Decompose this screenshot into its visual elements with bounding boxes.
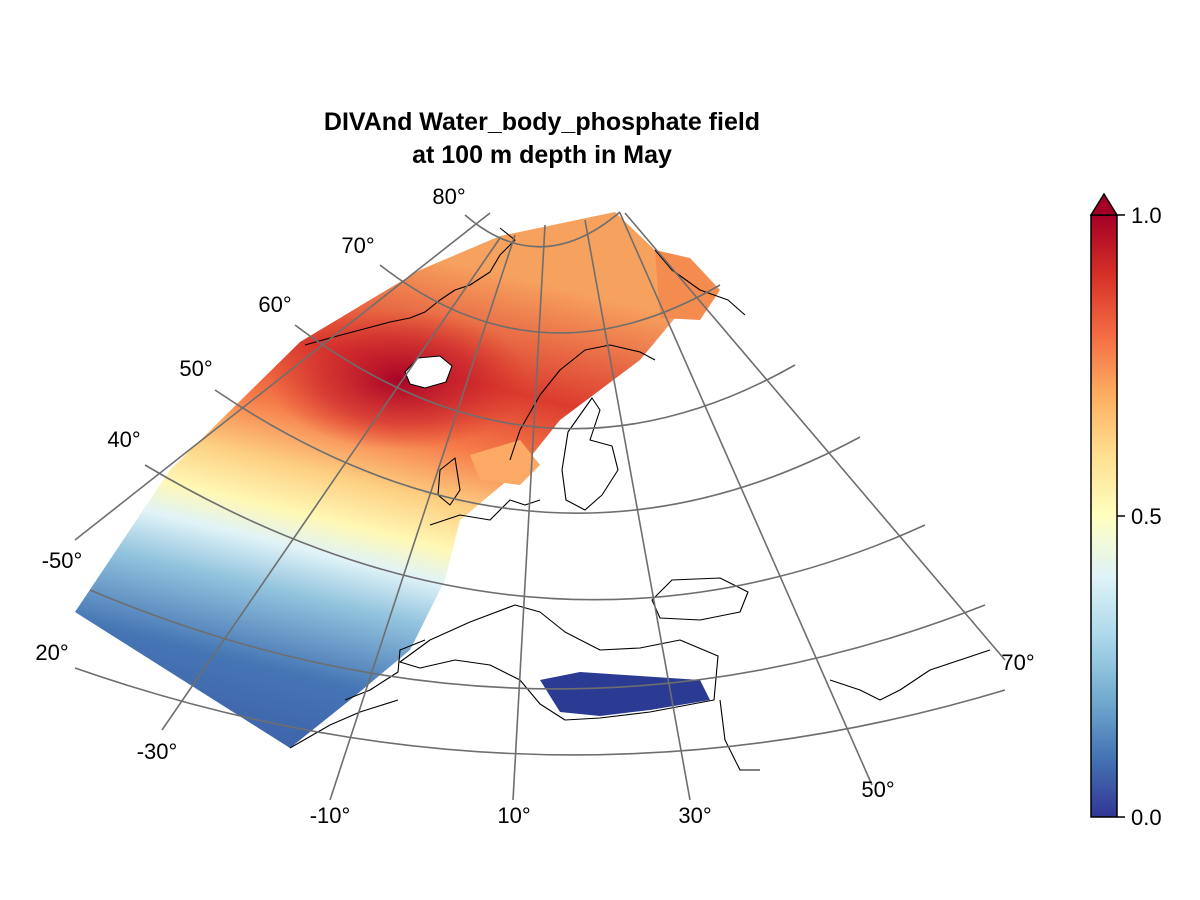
lon-label-30: 30° — [678, 803, 711, 828]
colorbar-label-0: 0.0 — [1131, 805, 1162, 830]
title-line-1: DIVAnd Water_body_phosphate field — [324, 108, 760, 136]
longitude-labels: -50° -30° -10° 10° 30° 50° 70° — [42, 548, 1035, 828]
colorbar-label-05: 0.5 — [1131, 504, 1162, 529]
phosphate-field-atlantic — [75, 212, 720, 748]
meridian-30 — [584, 219, 691, 801]
meridian-70 — [624, 212, 1006, 661]
red-sea-coast — [719, 699, 760, 771]
atlantic-field-area — [75, 212, 690, 748]
lat-label-40: 40° — [107, 427, 140, 452]
kola-coast — [654, 249, 746, 316]
british-isles — [437, 457, 461, 506]
arabia-coast — [829, 649, 991, 701]
baltic-sea-field — [561, 397, 619, 511]
meridian-minus10 — [329, 234, 516, 801]
latitude-line-30 — [89, 589, 986, 690]
latitude-line-40 — [144, 464, 926, 601]
colorbar: 0.0 0.5 1.0 — [1089, 192, 1162, 830]
lon-label-10: 10° — [497, 803, 530, 828]
latitude-line-60 — [294, 324, 796, 430]
lon-label-70: 70° — [1001, 650, 1034, 675]
lat-label-80: 80° — [432, 184, 465, 209]
meridian-50 — [619, 212, 873, 786]
black-sea-field — [651, 577, 749, 621]
lat-label-20: 20° — [35, 640, 68, 665]
colorbar-extend-arrow — [1089, 192, 1119, 216]
meridian-10 — [512, 224, 546, 801]
iceland-maximum — [270, 310, 530, 450]
iberia-coast — [344, 639, 426, 701]
lon-label-minus50: -50° — [42, 548, 83, 573]
iceland — [404, 355, 453, 389]
lon-label-minus10: -10° — [310, 803, 351, 828]
greenland-coast — [304, 227, 516, 346]
colorbar-label-1: 1.0 — [1131, 203, 1162, 228]
lat-label-60: 60° — [258, 292, 291, 317]
coastlines — [289, 227, 991, 771]
latitude-line-70 — [379, 264, 721, 334]
latitude-line-50 — [214, 389, 861, 514]
north-sea-field — [470, 440, 540, 485]
lat-label-50: 50° — [179, 356, 212, 381]
latitude-line-20 — [74, 667, 1006, 756]
africa-northwest-coast — [289, 699, 399, 749]
graticule — [74, 211, 1006, 801]
meridian-minus50 — [74, 212, 491, 541]
meridian-minus30 — [161, 237, 501, 731]
latitude-labels: 80° 70° 60° 50° 40° 20° — [35, 184, 465, 665]
continental-coast — [429, 499, 541, 526]
lat-label-70: 70° — [341, 233, 374, 258]
colorbar-gradient — [1090, 214, 1118, 818]
title-line-2: at 100 m depth in May — [412, 141, 672, 169]
lon-label-50: 50° — [861, 777, 894, 802]
latitude-line-80 — [464, 211, 621, 248]
lon-label-minus30: -30° — [137, 739, 178, 764]
norway-coast — [509, 344, 656, 461]
